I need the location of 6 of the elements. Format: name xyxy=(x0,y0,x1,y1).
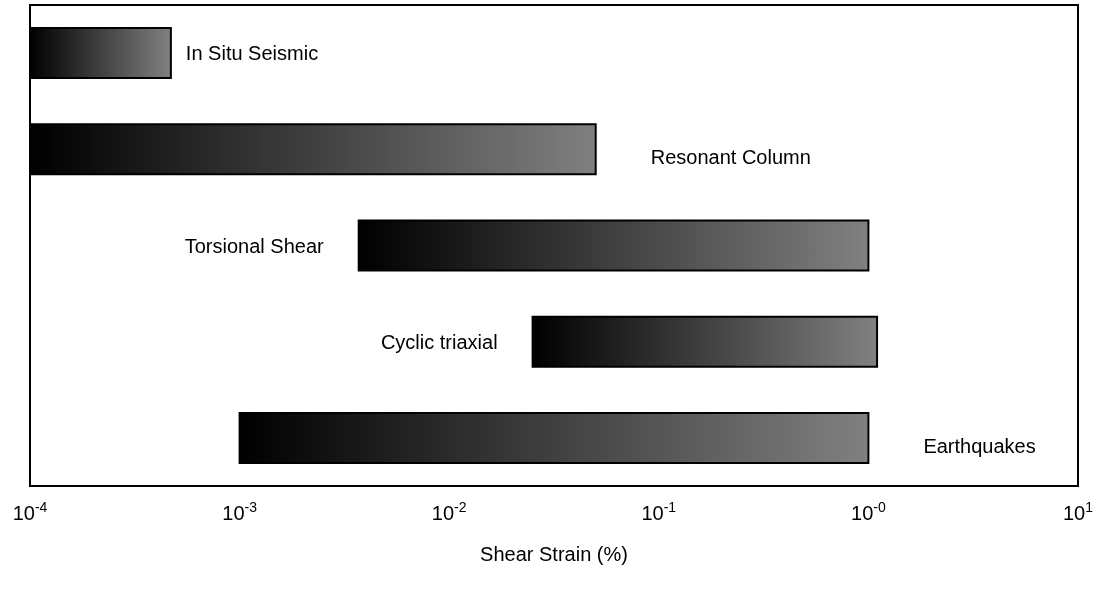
y-tick-label: In Situ Seismic xyxy=(185,42,319,65)
y-tick-label: Cyclic triaxial xyxy=(380,330,498,353)
x-axis-title: Shear Strain (%) xyxy=(480,543,628,565)
y-tick-label: Torsional Shear xyxy=(184,234,325,257)
y-tick-label: Earthquakes xyxy=(923,434,1036,457)
y-tick-label: Resonant Column xyxy=(650,146,811,169)
